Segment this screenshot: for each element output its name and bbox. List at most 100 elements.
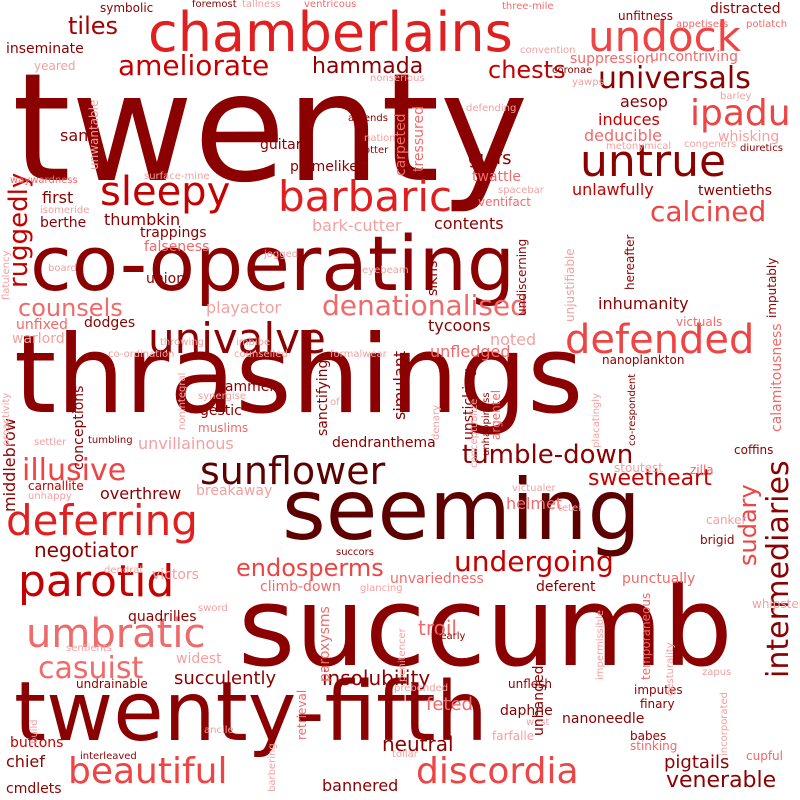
word-helmet: helmet: [506, 494, 563, 513]
word-untrue: untrue: [580, 136, 727, 187]
word-eyebeam: eyebeam: [362, 265, 409, 276]
word-gestic: gestic: [200, 403, 242, 419]
word-undiscerning: undiscerning: [515, 238, 529, 316]
word-denationalised: denationalised: [322, 289, 528, 322]
word-beautiful: beautiful: [68, 751, 228, 792]
word-potlatch: potlatch: [746, 19, 788, 30]
word-insolubility: insolubility: [322, 666, 431, 690]
word-ancile: ancile: [204, 725, 234, 736]
word-retrieval: retrieval: [295, 689, 309, 740]
word-isomeride: isomeride: [40, 205, 90, 216]
word-uncontriving: uncontriving: [650, 49, 738, 65]
word-counsels: counsels: [18, 294, 123, 322]
word-breakaway: breakaway: [196, 483, 273, 499]
word-muslims: muslims: [198, 421, 249, 435]
word-univalve: univalve: [148, 314, 326, 363]
word-illusive: illusive: [22, 453, 127, 488]
word-settler: settler: [34, 437, 67, 448]
word-deducible: deducible: [584, 126, 662, 145]
word-temporaneous: temporaneous: [639, 592, 653, 680]
word-placatingly: placatingly: [591, 393, 602, 448]
word-spacebar: spacebar: [498, 185, 544, 196]
word-congeners: congeners: [684, 139, 737, 150]
word-trappings: trappings: [140, 225, 207, 241]
word-bannered: bannered: [322, 776, 399, 795]
word-otter: otter: [364, 145, 389, 156]
word-sanctifying: sanctifying: [315, 359, 331, 436]
word-imputably: imputably: [765, 257, 779, 318]
word-universals: universals: [598, 61, 751, 96]
word-tiles: tiles: [68, 12, 119, 40]
word-glancing: glancing: [360, 583, 403, 594]
word-nanoneedle: nanoneedle: [562, 711, 645, 727]
word-tetel: tetel: [558, 503, 581, 514]
word-unflesh: unflesh: [508, 677, 553, 691]
word-amends: amends: [348, 113, 388, 124]
word-surface-mine: surface-mine: [144, 171, 210, 182]
word-farfalle: farfalle: [492, 729, 535, 743]
word-tycoons: tycoons: [428, 316, 491, 335]
word-chests: chests: [488, 56, 566, 84]
word-simulant: simulant: [390, 350, 409, 420]
word-finary: finary: [640, 697, 675, 711]
word-unhappy: unhappy: [28, 491, 72, 502]
word-thumbkin: thumbkin: [104, 210, 181, 229]
word-impermissible: impermissible: [595, 610, 606, 680]
word-nanoplankton: nanoplankton: [602, 353, 685, 367]
word-flatulency: flatulency: [1, 250, 12, 300]
word-unvillainous: unvillainous: [138, 434, 234, 453]
word-whipster: whipster: [752, 597, 800, 611]
word-carnallite: carnallite: [28, 479, 84, 493]
word-unfitness: unfitness: [618, 9, 673, 23]
word-jogged: jogged: [264, 249, 299, 260]
word-co-operating: co-operating: [30, 219, 516, 308]
word-cmdlets: cmdlets: [6, 781, 62, 797]
word-climb-down: climb-down: [260, 579, 341, 595]
word-dendranthema: dendranthema: [332, 435, 436, 451]
word-carpeted: carpeted: [393, 113, 409, 176]
word-appetisers: appetisers: [676, 19, 729, 30]
word-defended: defended: [565, 317, 755, 363]
word-buttons: buttons: [10, 735, 64, 751]
word-gesturality: gesturality: [665, 642, 676, 696]
word-waywardness: waywardness: [10, 175, 78, 186]
word-falseness: falseness: [144, 239, 210, 255]
word-warlord: warlord: [12, 331, 65, 347]
word-inhumanity: inhumanity: [598, 294, 689, 313]
word-casuist: casuist: [38, 651, 144, 686]
word-co-respondent: co-respondent: [627, 373, 638, 446]
word-barbaric: barbaric: [278, 172, 453, 221]
word-formalwear: formalwear: [330, 349, 387, 360]
word-gulfs: gulfs: [468, 148, 512, 169]
word-nation: nation: [364, 133, 396, 144]
word-defending: defending: [466, 103, 517, 114]
word-throwing: throwing: [160, 337, 204, 348]
word-feted: feted: [426, 694, 473, 715]
word-twattle: twattle: [472, 169, 521, 185]
word-dodges: dodges: [84, 315, 136, 331]
word-unfixed: unfixed: [16, 317, 68, 333]
word-chamberlains: chamberlains: [148, 1, 513, 64]
word-calcined: calcined: [650, 195, 767, 228]
word-board: board: [48, 263, 77, 274]
word-hammada: hammada: [312, 54, 424, 79]
word-whisking: whisking: [718, 129, 780, 145]
word-seeming: seeming: [282, 461, 641, 559]
word-ventricous: ventricous: [304, 0, 357, 10]
word-berthe: berthe: [40, 215, 87, 231]
word-zilla: zilla: [690, 463, 714, 477]
word-plumelike: plumelike: [290, 159, 358, 175]
word-contents: contents: [434, 214, 504, 233]
word-unfledged: unfledged: [430, 342, 511, 361]
word-unwantable: unwantable: [87, 99, 101, 170]
word-twenty-fifth: twenty-fifth: [14, 665, 488, 760]
word-discordia: discordia: [416, 751, 579, 792]
word-calamitousness: calamitousness: [769, 323, 785, 432]
word-interleaved: interleaved: [80, 751, 137, 762]
word-daphne: daphne: [500, 703, 553, 719]
word-stinking: stinking: [630, 739, 678, 753]
word-cupful: cupful: [746, 749, 783, 763]
word-widest: widest: [176, 651, 222, 667]
word-sword: sword: [198, 603, 228, 614]
